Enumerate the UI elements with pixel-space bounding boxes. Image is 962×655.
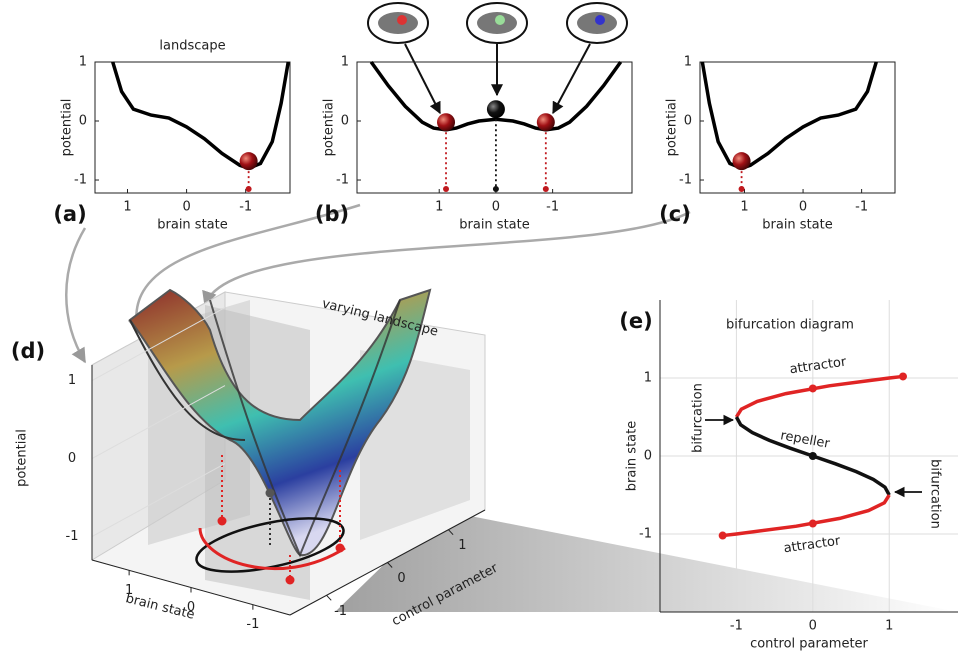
x-tick-label: 1 xyxy=(123,200,131,215)
x-axis-label: brain state xyxy=(157,218,227,233)
x-tick-label: 1 xyxy=(740,200,748,215)
y-tick-label: -1 xyxy=(336,173,349,188)
y-axis-label: potential xyxy=(60,99,75,157)
x-axis-label: brain state xyxy=(124,591,196,623)
branch-label: attractor xyxy=(789,355,848,378)
z-axis-label: potential xyxy=(15,429,30,487)
y-tick-label: 1 xyxy=(341,55,349,70)
point xyxy=(809,452,817,460)
y-tick-label: 1 xyxy=(79,55,87,70)
x-axis-label: brain state xyxy=(459,218,529,233)
drop-dot xyxy=(246,186,252,192)
x-tick-label: 1 xyxy=(885,619,893,634)
point xyxy=(809,520,817,528)
ball xyxy=(240,152,258,170)
plot-frame xyxy=(357,62,632,193)
y-tick-label: 1 xyxy=(644,371,652,386)
y-tick-label: 0 xyxy=(644,449,652,464)
y-tick-label: 0 xyxy=(341,114,349,129)
potential-curve xyxy=(113,62,289,168)
tick-label: 1 xyxy=(68,373,76,388)
plot-frame xyxy=(95,62,290,193)
ball xyxy=(537,113,555,131)
tick-label: 1 xyxy=(458,538,466,553)
panel-label: (e) xyxy=(619,309,652,333)
x-tick-label: 0 xyxy=(799,200,807,215)
point xyxy=(809,384,817,392)
ball xyxy=(487,100,505,118)
drop-dot xyxy=(739,186,745,192)
tick-label: -1 xyxy=(334,604,347,619)
y-tick-label: -1 xyxy=(639,527,652,542)
x-tick-label: 0 xyxy=(492,200,500,215)
x-tick-label: 0 xyxy=(182,200,190,215)
chart-title: landscape xyxy=(159,39,225,54)
tick-label: -1 xyxy=(66,529,79,544)
ball xyxy=(437,113,455,131)
drop-dot xyxy=(443,186,449,192)
annotation: bifurcation xyxy=(691,383,706,453)
plot-frame xyxy=(700,62,895,193)
branch xyxy=(723,495,890,536)
point xyxy=(899,372,907,380)
x-tick-label: 1 xyxy=(435,200,443,215)
figure: 1 0 -1 -1 0 1 brain state potential landscape (a)… xyxy=(0,0,962,655)
panel-label: (a) xyxy=(53,202,86,226)
tick-label: -1 xyxy=(246,617,259,632)
x-tick-label: -1 xyxy=(855,200,868,215)
y-axis-label: potential xyxy=(665,99,680,157)
panel-label: (c) xyxy=(659,202,691,226)
tick xyxy=(327,595,332,600)
panel-label: (b) xyxy=(315,202,349,226)
branch xyxy=(736,376,903,417)
tick-label: 0 xyxy=(68,451,76,466)
y-tick-label: 0 xyxy=(79,114,87,129)
annotation: bifurcation xyxy=(928,459,943,529)
y-tick-label: 1 xyxy=(684,55,692,70)
x-tick-label: 0 xyxy=(809,619,817,634)
x-tick-label: -1 xyxy=(239,200,252,215)
drop-dot xyxy=(543,186,549,192)
brain-icons xyxy=(368,3,627,113)
tick-label: 0 xyxy=(397,571,405,586)
x-tick-label: -1 xyxy=(546,200,559,215)
y-axis-label: brain state xyxy=(625,421,640,491)
potential-curve xyxy=(702,62,876,168)
y-tick-label: 0 xyxy=(684,114,692,129)
x-axis-label: brain state xyxy=(762,218,832,233)
y-tick-label: -1 xyxy=(679,173,692,188)
point xyxy=(719,532,727,540)
x-axis-label: control parameter xyxy=(750,637,868,652)
x-tick-label: -1 xyxy=(730,619,743,634)
page: 1 0 -1 -1 0 1 brain state potential landscape (a)… xyxy=(0,0,962,655)
y-axis-label: potential xyxy=(322,99,337,157)
panel-label: (d) xyxy=(11,339,45,363)
y-tick-label: -1 xyxy=(74,173,87,188)
drop-dot xyxy=(493,186,499,192)
ball xyxy=(733,152,751,170)
chart-title: bifurcation diagram xyxy=(726,318,854,333)
